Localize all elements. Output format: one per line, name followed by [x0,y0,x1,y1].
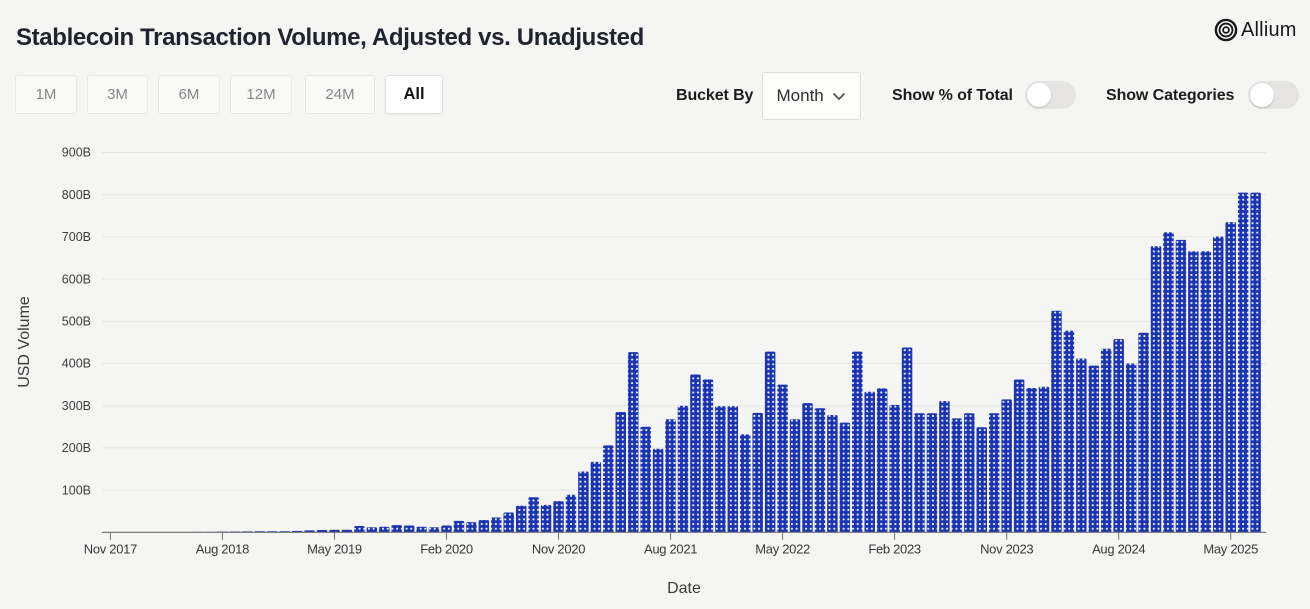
svg-text:900B: 900B [62,146,91,160]
svg-text:Nov 2020: Nov 2020 [532,541,585,556]
svg-text:Aug 2024: Aug 2024 [1092,541,1145,556]
svg-text:800B: 800B [62,188,91,202]
svg-text:May 2025: May 2025 [1203,541,1258,556]
svg-text:400B: 400B [62,357,91,371]
svg-text:Nov 2017: Nov 2017 [84,541,137,556]
svg-text:200B: 200B [62,441,91,455]
svg-text:Nov 2023: Nov 2023 [980,541,1033,556]
svg-text:600B: 600B [62,272,91,286]
svg-text:May 2019: May 2019 [307,541,362,556]
svg-text:May 2022: May 2022 [755,541,810,556]
svg-text:Feb 2023: Feb 2023 [868,541,921,556]
svg-text:300B: 300B [62,399,91,413]
svg-text:700B: 700B [62,230,91,244]
svg-text:Aug 2021: Aug 2021 [644,541,697,556]
svg-text:Feb 2020: Feb 2020 [420,541,473,556]
svg-text:Date: Date [667,580,701,597]
svg-text:500B: 500B [62,315,91,329]
svg-text:100B: 100B [62,483,91,497]
svg-text:USD Volume: USD Volume [16,296,33,388]
svg-text:Aug 2018: Aug 2018 [196,541,249,556]
